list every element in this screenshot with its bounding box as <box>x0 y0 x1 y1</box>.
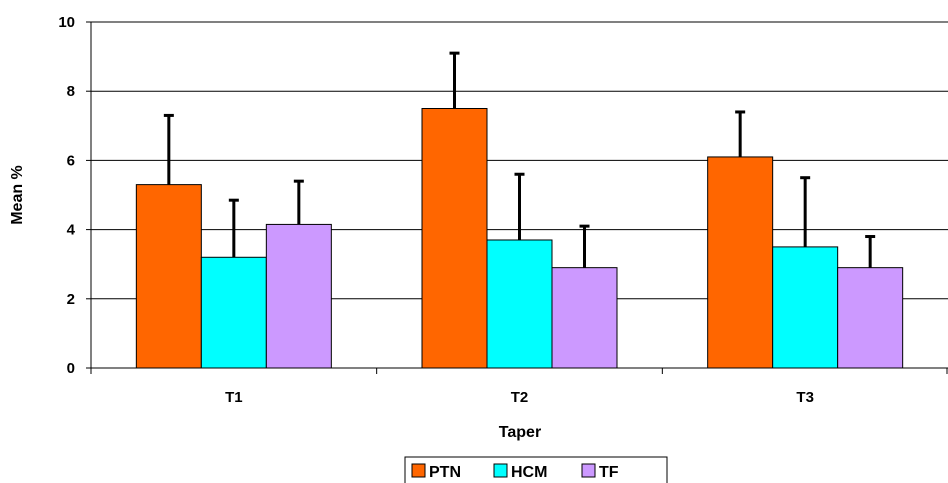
legend-swatch-hcm <box>493 463 508 478</box>
x-axis-title: Taper <box>499 424 541 441</box>
y-tick-labels: 0 2 4 6 8 10 <box>58 14 75 377</box>
bar-tf-t2 <box>551 267 618 369</box>
bar-ptn-t3 <box>707 156 774 369</box>
y-tick-label: 4 <box>67 222 76 239</box>
legend-label-ptn: PTN <box>429 464 461 481</box>
bar-hcm-t2 <box>486 239 553 369</box>
legend-frame <box>404 456 668 483</box>
y-tick-label: 2 <box>67 291 75 308</box>
y-tick-label: 0 <box>67 360 75 377</box>
legend: PTN HCM TF <box>404 456 668 483</box>
legend-label-hcm: HCM <box>511 464 547 481</box>
x-tick-labels: T1 T2 T3 <box>225 389 814 406</box>
bar-ptn-t2 <box>421 108 488 369</box>
y-tick-label: 6 <box>67 152 75 169</box>
error-bars <box>163 51 876 268</box>
bar-ptn-t1 <box>135 184 202 369</box>
bar-tf-t1 <box>265 223 332 369</box>
x-tick-label: T2 <box>511 389 529 406</box>
legend-swatch-tf <box>581 463 596 478</box>
bar-hcm-t3 <box>772 246 839 369</box>
axes <box>86 21 948 374</box>
bars <box>135 108 904 369</box>
y-tick-label: 8 <box>67 83 75 100</box>
legend-label-tf: TF <box>599 464 619 481</box>
legend-swatch-ptn <box>411 463 426 478</box>
y-axis-title: Mean % <box>9 165 26 225</box>
x-tick-label: T1 <box>225 389 243 406</box>
bar-hcm-t1 <box>200 256 267 369</box>
bar-tf-t3 <box>837 267 904 369</box>
x-tick-label: T3 <box>796 389 814 406</box>
y-tick-label: 10 <box>58 14 75 31</box>
